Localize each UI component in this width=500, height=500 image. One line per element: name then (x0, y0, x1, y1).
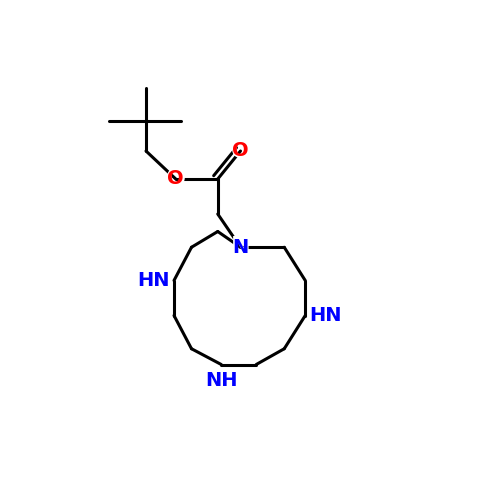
Text: N: N (230, 236, 250, 260)
Text: HN: HN (310, 304, 349, 328)
Text: O: O (232, 142, 249, 161)
Text: O: O (166, 167, 186, 191)
Text: NH: NH (205, 372, 238, 390)
Text: HN: HN (130, 268, 170, 292)
Text: O: O (168, 170, 184, 188)
Text: N: N (232, 238, 248, 257)
Text: O: O (230, 139, 250, 163)
Text: NH: NH (202, 372, 241, 396)
Text: HN: HN (310, 306, 342, 325)
Text: HN: HN (138, 271, 170, 290)
